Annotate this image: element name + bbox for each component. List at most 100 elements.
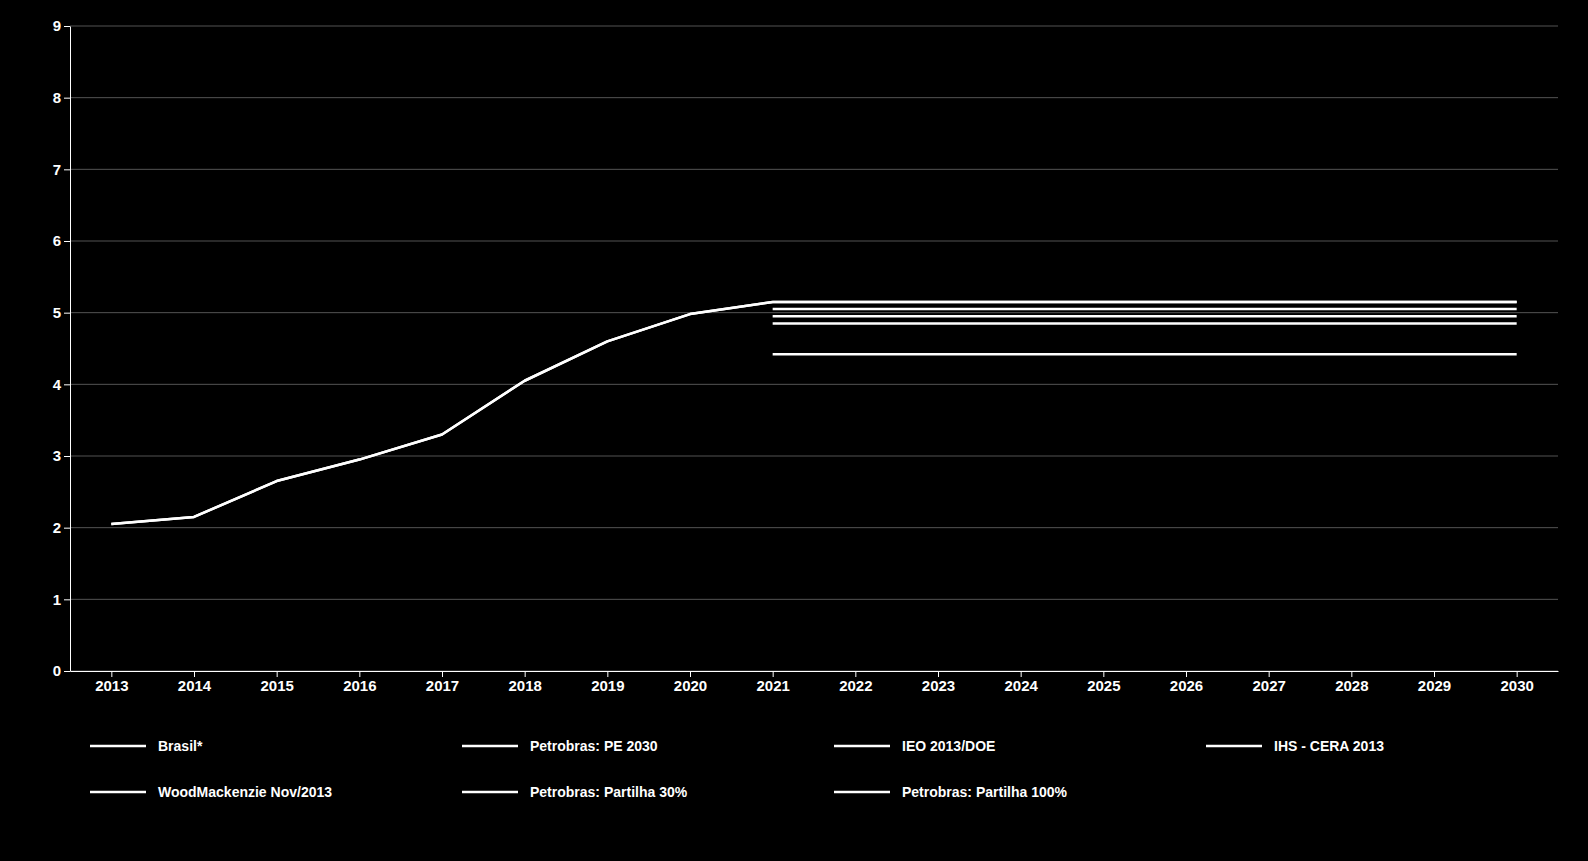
tick-label: 2015 bbox=[260, 677, 293, 694]
tick: 1 bbox=[53, 591, 70, 608]
tick-label: 0 bbox=[53, 662, 61, 679]
legend-swatch bbox=[462, 791, 518, 794]
tick: 2015 bbox=[260, 671, 293, 694]
tick-mark bbox=[64, 671, 70, 672]
legend-item: IHS - CERA 2013 bbox=[1206, 738, 1384, 754]
tick: 7 bbox=[53, 161, 70, 178]
tick: 2019 bbox=[591, 671, 624, 694]
tick-label: 2016 bbox=[343, 677, 376, 694]
tick-label: 9 bbox=[53, 17, 61, 34]
grid-line bbox=[70, 312, 1558, 313]
tick: 2017 bbox=[426, 671, 459, 694]
tick-label: 2028 bbox=[1335, 677, 1368, 694]
tick: 2028 bbox=[1335, 671, 1368, 694]
tick: 2023 bbox=[922, 671, 955, 694]
legend-swatch bbox=[90, 791, 146, 794]
grid-line bbox=[70, 97, 1558, 98]
tick-mark bbox=[64, 98, 70, 99]
tick-mark bbox=[64, 599, 70, 600]
tick-label: 2022 bbox=[839, 677, 872, 694]
legend-label: IEO 2013/DOE bbox=[902, 738, 995, 754]
tick: 2021 bbox=[756, 671, 789, 694]
tick: 2020 bbox=[674, 671, 707, 694]
tick: 2018 bbox=[508, 671, 541, 694]
tick: 2027 bbox=[1252, 671, 1285, 694]
grid-line bbox=[70, 671, 1558, 672]
legend-label: Brasil* bbox=[158, 738, 203, 754]
line bbox=[773, 353, 1517, 356]
legend-label: IHS - CERA 2013 bbox=[1274, 738, 1384, 754]
legend-label: Petrobras: PE 2030 bbox=[530, 738, 658, 754]
axis-line bbox=[70, 27, 71, 672]
tick-label: 3 bbox=[53, 447, 61, 464]
legend-item: Brasil* bbox=[90, 738, 203, 754]
tick-mark bbox=[64, 384, 70, 385]
legend-item: Petrobras: PE 2030 bbox=[462, 738, 658, 754]
grid-line bbox=[70, 169, 1558, 170]
grid-line bbox=[70, 599, 1558, 600]
line bbox=[773, 322, 1517, 325]
tick-label: 2017 bbox=[426, 677, 459, 694]
tick-label: 1 bbox=[53, 591, 61, 608]
legend-item: Petrobras: Partilha 100% bbox=[834, 784, 1068, 800]
tick: 2030 bbox=[1500, 671, 1533, 694]
tick: 5 bbox=[53, 304, 70, 321]
line bbox=[773, 315, 1517, 318]
x-axis: 2013 2014 2015 2016 2017 2018 2019 2020 2021 2022… bbox=[71, 671, 1559, 694]
background bbox=[0, 0, 1588, 861]
tick-label: 2020 bbox=[674, 677, 707, 694]
tick-label: 2019 bbox=[591, 677, 624, 694]
tick: 2014 bbox=[178, 671, 212, 694]
tick-mark bbox=[64, 456, 70, 457]
tick-label: 2013 bbox=[95, 677, 128, 694]
tick-label: 7 bbox=[53, 161, 61, 178]
grid-line bbox=[70, 384, 1558, 385]
grid bbox=[70, 26, 1558, 671]
tick: 9 bbox=[53, 17, 70, 34]
tick: 2024 bbox=[1004, 671, 1038, 694]
tick: 2 bbox=[53, 519, 70, 536]
tick: 2025 bbox=[1087, 671, 1120, 694]
tick-label: 2027 bbox=[1252, 677, 1285, 694]
legend-item: Petrobras: Partilha 30% bbox=[462, 784, 688, 800]
legend-item: WoodMackenzie Nov/2013 bbox=[90, 784, 332, 800]
tick-label: 4 bbox=[53, 376, 62, 393]
tick-label: 6 bbox=[53, 232, 61, 249]
tick-label: 2014 bbox=[178, 677, 212, 694]
plot-area bbox=[111, 302, 1516, 524]
legend-swatch bbox=[834, 745, 890, 748]
tick-label: 2018 bbox=[508, 677, 541, 694]
tick: 2016 bbox=[343, 671, 376, 694]
tick-label: 2030 bbox=[1500, 677, 1533, 694]
tick-label: 2021 bbox=[756, 677, 789, 694]
y-axis: 0123456789 bbox=[53, 17, 71, 679]
tick-mark bbox=[64, 528, 70, 529]
grid-line bbox=[70, 527, 1558, 528]
tick-label: 2025 bbox=[1087, 677, 1120, 694]
tick: 2013 bbox=[95, 671, 128, 694]
tick: 2029 bbox=[1418, 671, 1451, 694]
tick-label: 2029 bbox=[1418, 677, 1451, 694]
tick: 2022 bbox=[839, 671, 872, 694]
tick-label: 2023 bbox=[922, 677, 955, 694]
tick: 3 bbox=[53, 447, 70, 464]
legend-swatch bbox=[1206, 745, 1262, 748]
axis-line bbox=[71, 671, 1559, 672]
line bbox=[111, 302, 1516, 524]
legend-label: Petrobras: Partilha 100% bbox=[902, 784, 1068, 800]
grid-line bbox=[70, 26, 1558, 27]
tick: 4 bbox=[53, 376, 70, 393]
line bbox=[773, 301, 1517, 304]
tick: 0 bbox=[53, 662, 70, 679]
grid-line bbox=[70, 456, 1558, 457]
tick-label: 2026 bbox=[1170, 677, 1203, 694]
line bbox=[773, 308, 1517, 311]
legend: Brasil* WoodMackenzie Nov/2013 Petrobras: … bbox=[90, 738, 1384, 800]
tick-label: 2024 bbox=[1004, 677, 1038, 694]
tick-label: 5 bbox=[53, 304, 61, 321]
grid-line bbox=[70, 241, 1558, 242]
tick-mark bbox=[64, 26, 70, 27]
line bbox=[111, 302, 772, 524]
tick: 2026 bbox=[1170, 671, 1203, 694]
legend-swatch bbox=[834, 791, 890, 794]
